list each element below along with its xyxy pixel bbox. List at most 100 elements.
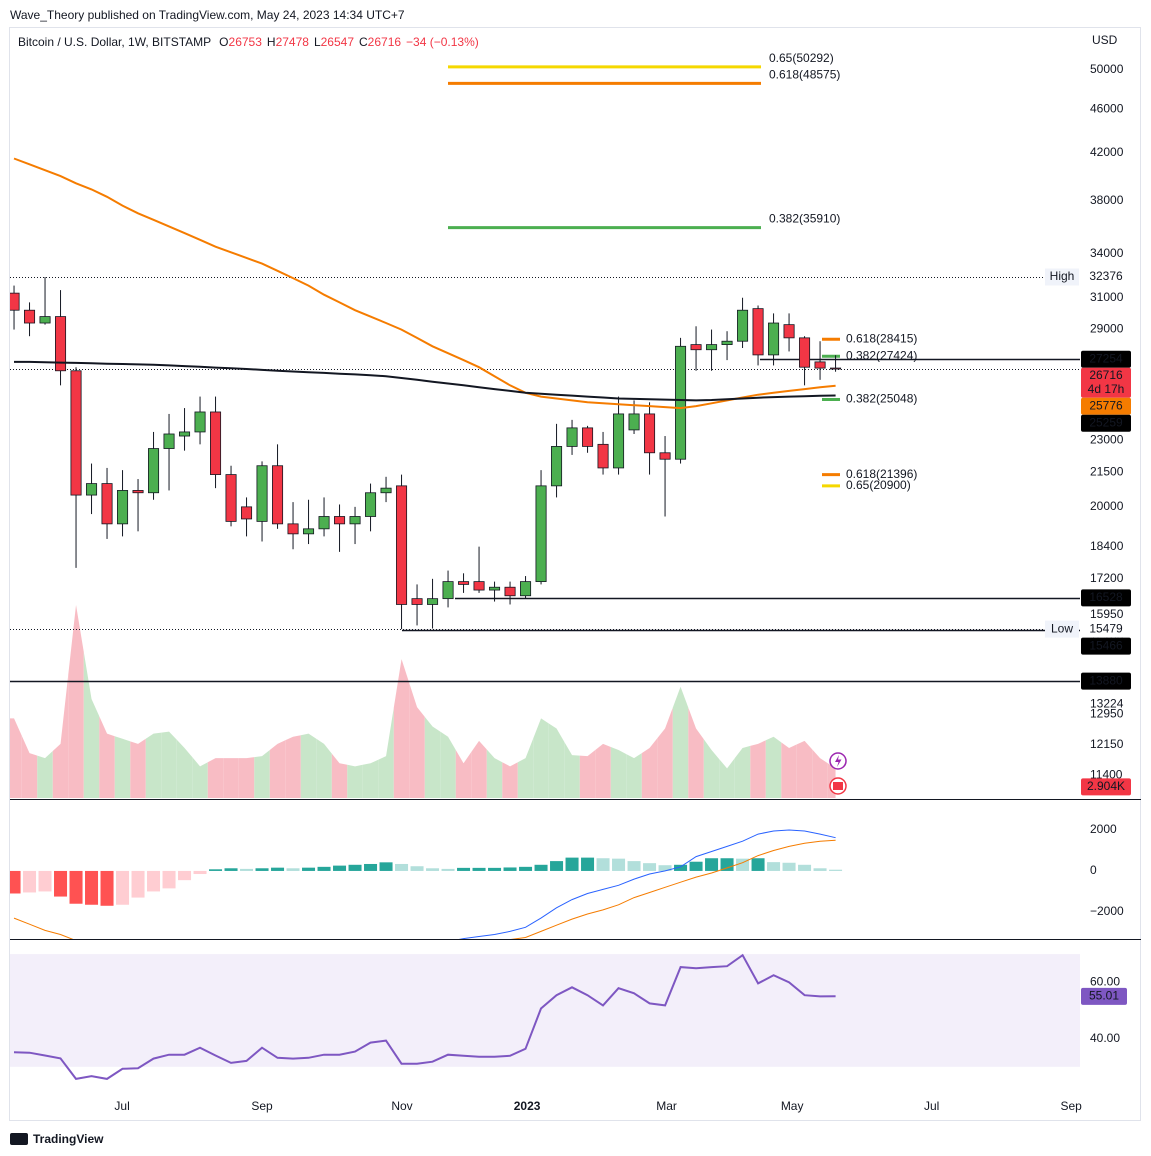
volume-area [145, 732, 162, 798]
macd-histogram-bar [178, 870, 192, 881]
volume-area [610, 746, 627, 798]
macd-tick-label: −2000 [1090, 904, 1124, 918]
candle-body [706, 344, 718, 351]
fib-label: 0.618(28415) [846, 331, 917, 345]
volume-area [502, 762, 518, 798]
macd-histogram-bar [410, 866, 424, 871]
x-tick-label: Sep [251, 1099, 273, 1113]
candle-body [690, 344, 702, 351]
candle-body [814, 361, 826, 369]
volume-area [99, 716, 115, 798]
rsi-line [13, 953, 836, 1080]
macd-histogram-bar [224, 868, 238, 871]
candle-body [24, 309, 36, 324]
candle-body [179, 431, 191, 437]
candle-body [489, 586, 501, 591]
candle-body [613, 413, 625, 469]
axes: 50000 46000 42000 38000 34000 31000 29000 23000… [114, 62, 1131, 1113]
volume-area [83, 651, 100, 798]
volume-area [316, 738, 332, 798]
macd-histogram-bar [488, 867, 502, 871]
candle-body [272, 465, 284, 525]
macd-histogram-bar [23, 870, 37, 893]
candle-body [194, 411, 206, 433]
macd-histogram-bar [364, 863, 378, 871]
ohlc-prefix: H [267, 35, 276, 49]
tag-prefix-box [1045, 620, 1079, 638]
candle-body [582, 427, 594, 447]
volume-area [641, 738, 658, 798]
rsi-tag [1081, 987, 1127, 1005]
price-tag-label: 16528 [1089, 590, 1123, 604]
candle-body [39, 316, 51, 324]
volume-area [517, 738, 534, 798]
candle-body [287, 523, 299, 535]
fib-label: 0.618(21396) [846, 467, 917, 481]
price-tag [1081, 397, 1131, 415]
price-tag-label: 32376 [1089, 269, 1123, 283]
macd-histogram-bar [69, 870, 83, 904]
candle-body [659, 452, 671, 460]
ohlc-value: 26547 [321, 35, 355, 49]
candle-body [163, 433, 175, 449]
macd-histogram-bar [131, 870, 145, 898]
price-tag-label: 25776 [1089, 398, 1123, 412]
ohlc-value: 27478 [276, 35, 310, 49]
tag-prefix: High [1050, 269, 1075, 283]
macd-histogram-bar [10, 870, 21, 894]
volume-area [455, 750, 472, 798]
y-tick-label: 13224 [1090, 696, 1124, 710]
macd-histogram-bar [534, 864, 548, 871]
candle-body [10, 292, 20, 311]
candle-body [380, 487, 392, 494]
indicator-icons [829, 752, 847, 795]
macd-histogram-bar [767, 862, 781, 871]
y-tick-label: 18400 [1090, 539, 1124, 553]
x-tick-label: Jul [114, 1099, 129, 1113]
price-tag-label: 26716 [1089, 368, 1123, 382]
macd-histogram-bar [147, 870, 161, 892]
candle-body [86, 483, 98, 496]
volume-area [440, 731, 456, 798]
macd-histogram-bar [379, 862, 393, 871]
candle-body [737, 309, 749, 342]
macd-histogram-bar [751, 858, 765, 871]
macd-histogram-bar [85, 870, 99, 905]
rsi-tick-label: 40.00 [1090, 1031, 1120, 1045]
ohlc-prefix: C [359, 35, 368, 49]
x-tick-label: Mar [656, 1099, 677, 1113]
x-tick-label: 2023 [514, 1099, 541, 1113]
x-tick-label: Sep [1060, 1099, 1082, 1113]
macd-histogram-bar [441, 868, 455, 871]
macd-histogram-bar [813, 868, 827, 871]
tv-logo [10, 1133, 28, 1145]
price-tag-label: 27254 [1089, 351, 1123, 365]
macd-histogram-bar [348, 864, 362, 871]
volume-area [579, 750, 596, 798]
volume-area [176, 739, 193, 798]
candle-body [132, 490, 144, 494]
macd-histogram-bar [782, 862, 796, 871]
macd-histogram-bar [116, 870, 130, 905]
macd-histogram-bar [519, 866, 533, 871]
volume-area [285, 735, 301, 798]
candle-body [628, 413, 640, 431]
y-tick-label: 46000 [1090, 102, 1124, 116]
y-tick-label: 50000 [1090, 62, 1124, 76]
macd-pane [10, 829, 843, 939]
macd-histogram-bar [596, 858, 610, 871]
volume-area [21, 735, 38, 798]
macd-histogram-bar [209, 869, 223, 871]
tag-prefix: Low [1051, 621, 1073, 635]
fib-label: 0.382(27424) [846, 348, 917, 362]
volume-area [672, 686, 689, 798]
macd-histogram-bar [658, 865, 672, 871]
chart-frame [9, 27, 1141, 1121]
macd-histogram-bar [705, 858, 719, 871]
volume-area [393, 659, 410, 798]
macd-histogram-bar [426, 868, 440, 871]
macd-histogram-bar [193, 870, 207, 875]
x-tick-label: Jul [924, 1099, 939, 1113]
y-tick-label: 31000 [1090, 290, 1124, 304]
fib-label: 0.65(50292) [769, 51, 834, 65]
